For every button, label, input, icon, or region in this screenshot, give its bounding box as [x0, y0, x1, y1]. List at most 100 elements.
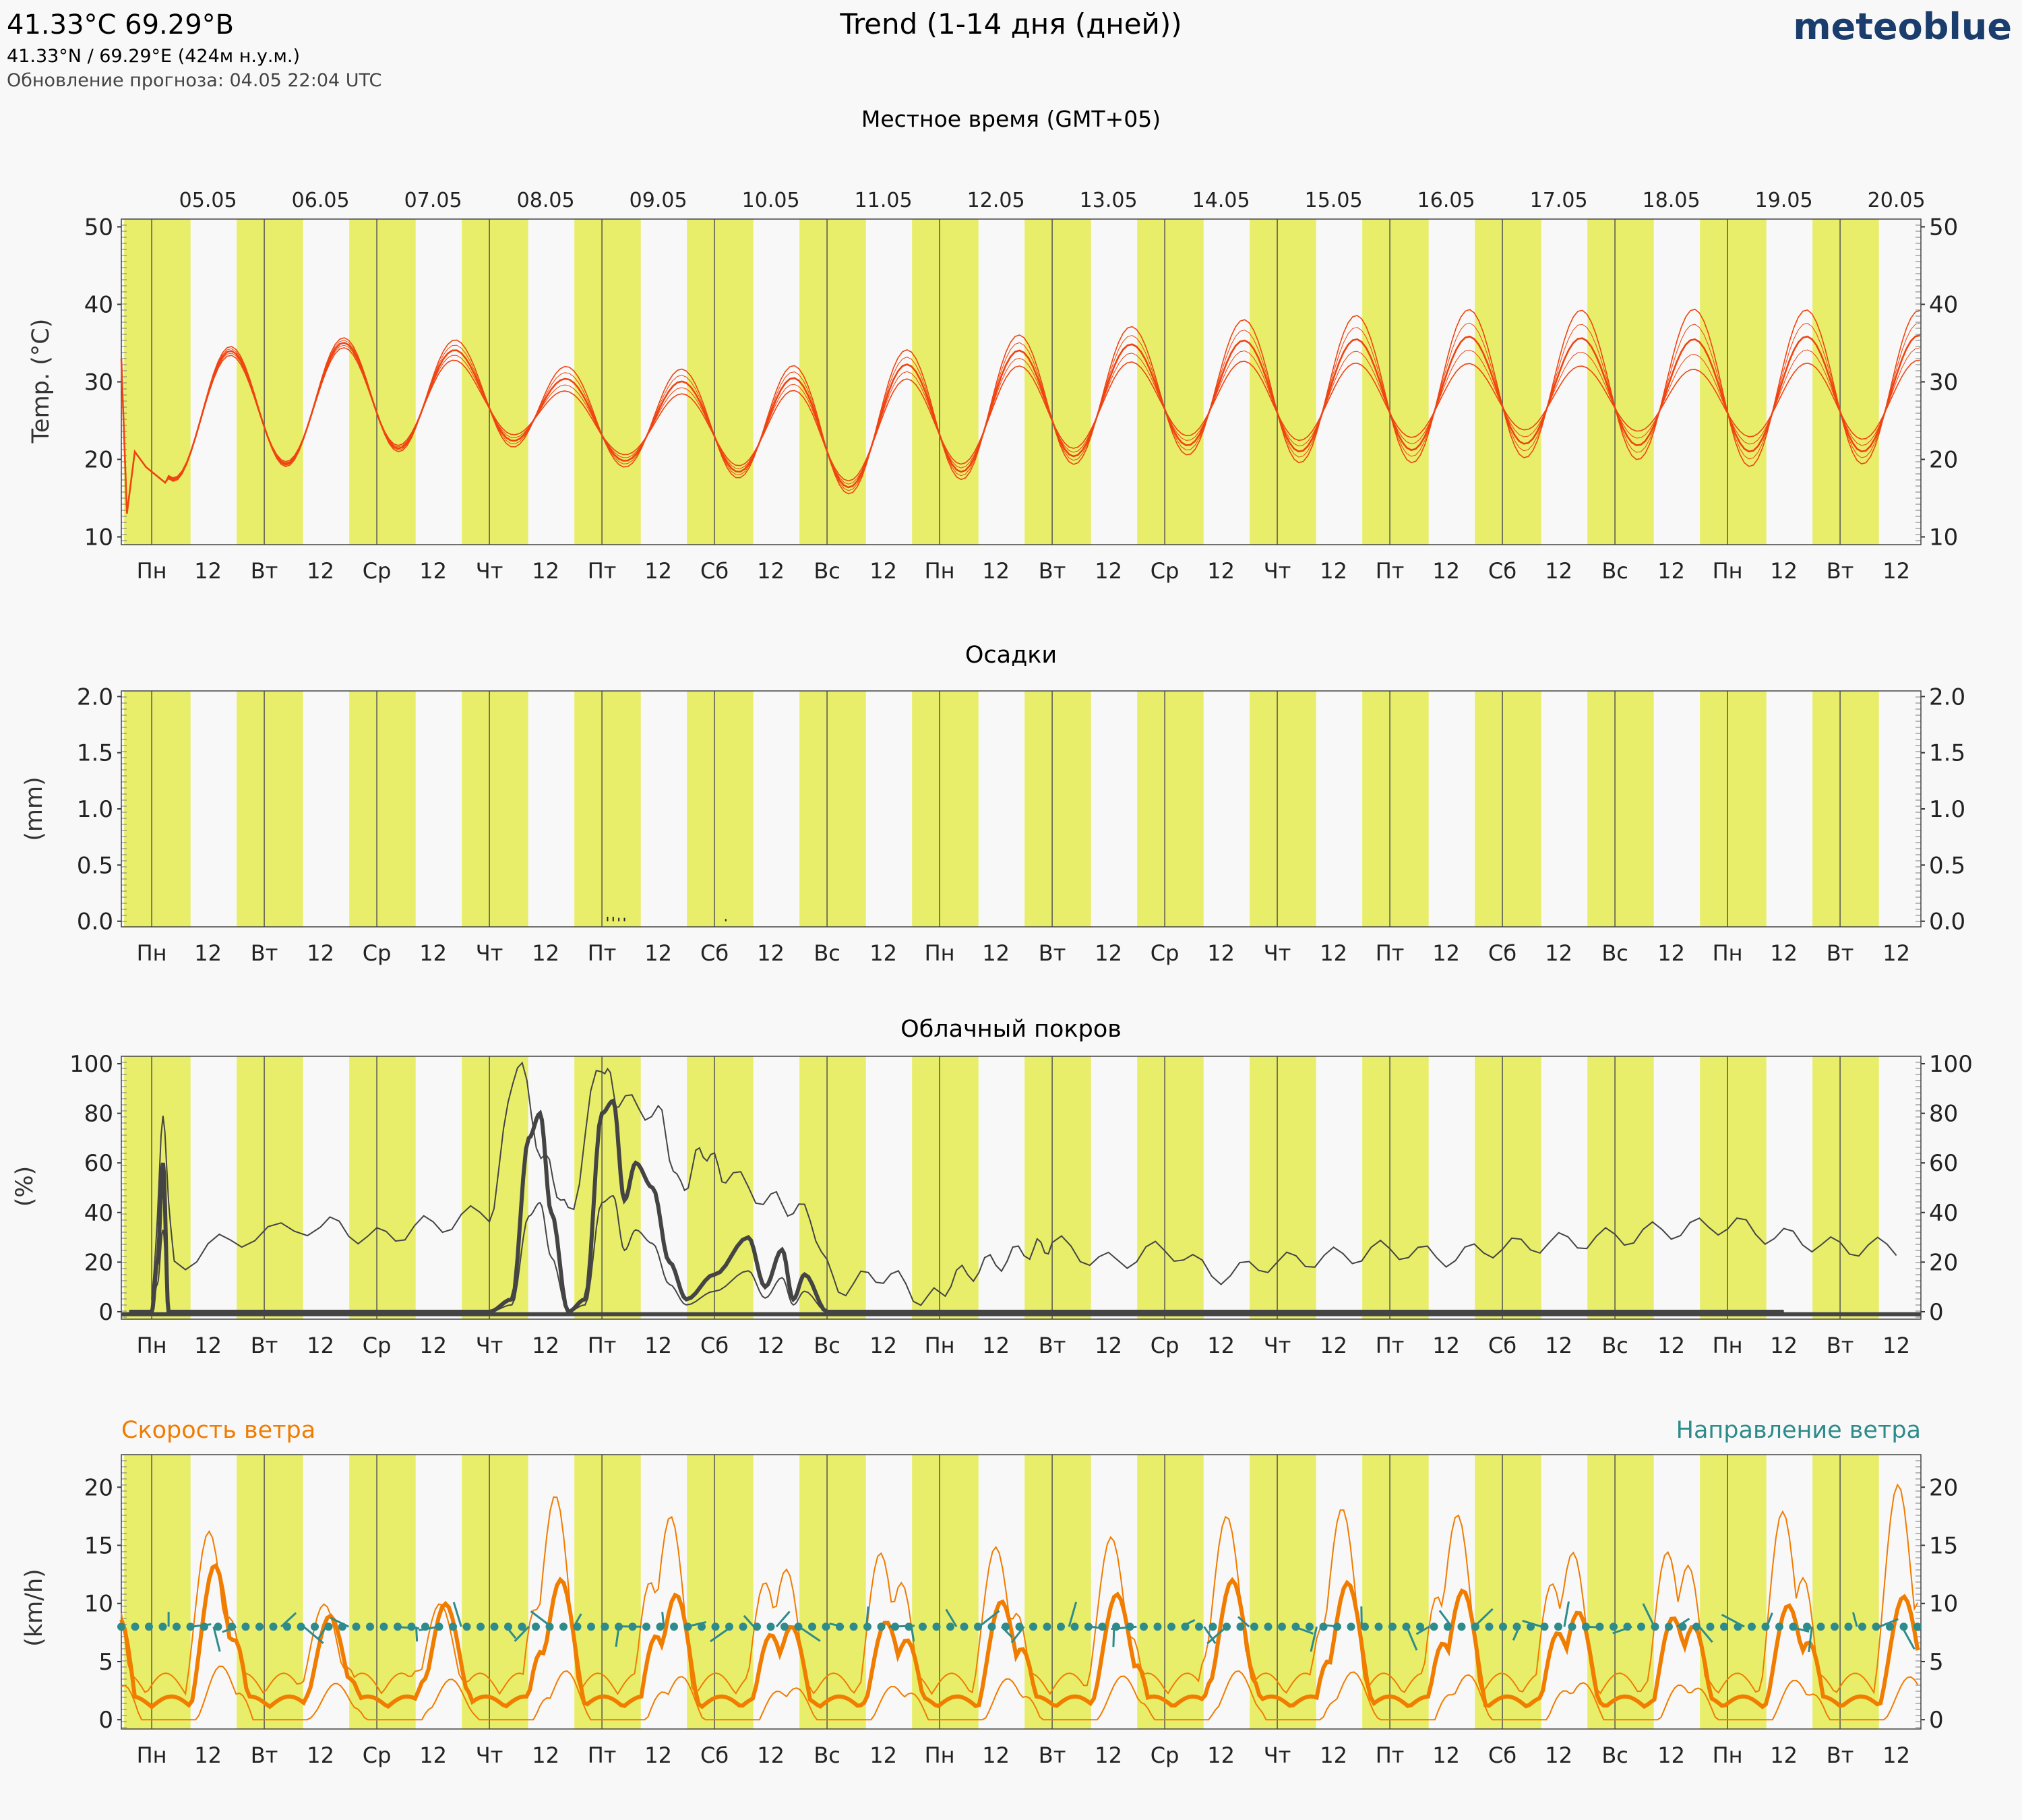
wind-direction-arrow	[1851, 1612, 1858, 1627]
daylight-band	[349, 1455, 416, 1729]
weekday-label: Пт	[588, 940, 617, 966]
wind-direction-dot	[131, 1622, 140, 1631]
wind-direction-dot	[1250, 1622, 1258, 1631]
weekday-label: Сб	[1488, 940, 1516, 966]
weekday-label: Вс	[1601, 1333, 1628, 1358]
wind-direction-dot	[490, 1622, 499, 1631]
precipitation-ytick-left: 1.5	[77, 740, 113, 767]
temperature-ytick-right: 10	[1929, 524, 1958, 551]
cloud-ytick-left: 40	[84, 1200, 113, 1227]
noon-label: 12	[1207, 1742, 1235, 1768]
wind-mean-line	[119, 1563, 1920, 1710]
noon-label: 12	[644, 558, 672, 584]
wind-direction-arrow	[1237, 1616, 1250, 1628]
precipitation-ytick-right: 0.5	[1929, 852, 1965, 879]
wind-direction-arrow	[1293, 1625, 1314, 1635]
date-label: 08.05	[517, 189, 575, 212]
daylight-band	[1587, 1455, 1654, 1729]
wind-direction-dot	[1084, 1622, 1093, 1631]
precipitation-ytick-left: 1.0	[77, 796, 113, 823]
wind-direction-dot	[1899, 1622, 1908, 1631]
wind-direction-dot	[1554, 1622, 1562, 1631]
weekday-label: Чт	[476, 1333, 503, 1358]
wind-direction-dot	[477, 1622, 485, 1631]
wind-direction-dot	[1347, 1622, 1355, 1631]
weekday-label: Ср	[1151, 1333, 1180, 1358]
noon-label: 12	[1545, 940, 1572, 966]
daylight-band	[237, 1056, 303, 1319]
precip-title: Осадки	[965, 642, 1057, 669]
weekday-label: Вт	[251, 940, 278, 966]
precipitation-ytick-right: 1.5	[1929, 740, 1965, 767]
wind-direction-arrow	[615, 1627, 620, 1647]
noon-label: 12	[1432, 558, 1460, 584]
wind-direction-dot	[1361, 1622, 1369, 1631]
wind-panel	[117, 1454, 1925, 1730]
weekday-label: Вт	[1039, 940, 1066, 966]
noon-label: 12	[532, 940, 559, 966]
wind-direction-arrow	[686, 1621, 706, 1628]
weekday-label: Вт	[1827, 1333, 1854, 1358]
daylight-band	[1250, 1056, 1316, 1319]
noon-label: 12	[1320, 1333, 1347, 1358]
wind-direction-arrow	[910, 1627, 915, 1642]
wind-direction-arrow	[505, 1626, 517, 1639]
wind-direction-arrow	[661, 1612, 665, 1627]
wind-direction-dot	[1512, 1622, 1521, 1631]
wind-direction-arrow	[394, 1625, 420, 1630]
wind-direction-arrow	[1360, 1606, 1363, 1627]
noon-label: 12	[307, 558, 334, 584]
noon-label: 12	[869, 1742, 897, 1768]
daylight-band	[799, 1455, 866, 1729]
weekday-label: Пн	[137, 558, 167, 584]
weekday-label: Пн	[925, 558, 955, 584]
noon-label: 12	[532, 1333, 559, 1358]
wind-direction-arrow	[865, 1606, 869, 1627]
noon-label: 12	[194, 1333, 222, 1358]
wind-direction-arrow	[1512, 1626, 1521, 1641]
wind-direction-dot	[214, 1622, 222, 1631]
noon-label: 12	[1320, 940, 1347, 966]
weekday-label: Вс	[814, 558, 840, 584]
wind-direction-dot	[1748, 1622, 1756, 1631]
wind-direction-dot	[324, 1622, 333, 1631]
weekday-label: Пт	[588, 1742, 617, 1768]
noon-label: 12	[869, 940, 897, 966]
wind-direction-dot	[946, 1622, 954, 1631]
wind-direction-arrow	[303, 1626, 324, 1644]
temperature-ytick-right: 50	[1929, 214, 1958, 241]
daylight-band	[349, 1056, 416, 1319]
wind-direction-arrow	[1698, 1626, 1713, 1643]
weekday-label: Ср	[363, 558, 392, 584]
weekday-label: Вт	[1039, 1742, 1066, 1768]
temperature-ytick-right: 40	[1929, 292, 1958, 319]
wind-direction-arrow	[1310, 1626, 1318, 1652]
noon-label: 12	[194, 1742, 222, 1768]
wind-direction-arrow	[212, 1626, 221, 1652]
weekday-label: Сб	[700, 1742, 729, 1768]
precipitation-ytick-left: 2.0	[77, 684, 113, 710]
daylight-band	[1137, 691, 1204, 927]
precipitation-ytick-right: 0.0	[1929, 909, 1965, 936]
wind-direction-dot	[1416, 1622, 1424, 1631]
cloud-ytick-left: 0	[98, 1299, 113, 1326]
weekday-label: Пн	[137, 1333, 167, 1358]
wind-ytick-left: 5	[98, 1649, 113, 1676]
wind-direction-dot	[753, 1622, 761, 1631]
weekday-label: Вс	[814, 940, 840, 966]
wind-ytick-left: 0	[98, 1707, 113, 1734]
noon-label: 12	[757, 940, 785, 966]
wind-ytick-left: 15	[84, 1533, 113, 1560]
date-label: 18.05	[1643, 189, 1701, 212]
noon-label: 12	[532, 1742, 559, 1768]
daylight-band	[574, 219, 641, 545]
daylight-band	[799, 219, 866, 545]
coordinates: 41.33°N / 69.29°E (424м н.у.м.)	[7, 46, 300, 67]
daylight-band	[124, 691, 191, 927]
wind-direction-dot	[808, 1622, 816, 1631]
daylight-band	[1250, 691, 1316, 927]
wind-direction-dot	[1720, 1622, 1728, 1631]
noon-label: 12	[869, 1333, 897, 1358]
date-label: 07.05	[404, 189, 462, 212]
noon-label: 12	[757, 1333, 785, 1358]
